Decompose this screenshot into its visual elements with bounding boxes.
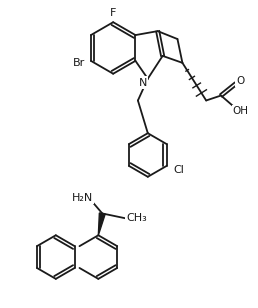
Text: CH₃: CH₃ — [126, 213, 147, 223]
Text: N: N — [139, 78, 147, 88]
Text: Cl: Cl — [173, 165, 184, 175]
Text: O: O — [237, 76, 245, 86]
Text: F: F — [110, 8, 116, 18]
Polygon shape — [98, 213, 105, 235]
Text: Br: Br — [73, 58, 85, 68]
Text: H₂N: H₂N — [72, 192, 93, 203]
Text: OH: OH — [233, 106, 249, 116]
